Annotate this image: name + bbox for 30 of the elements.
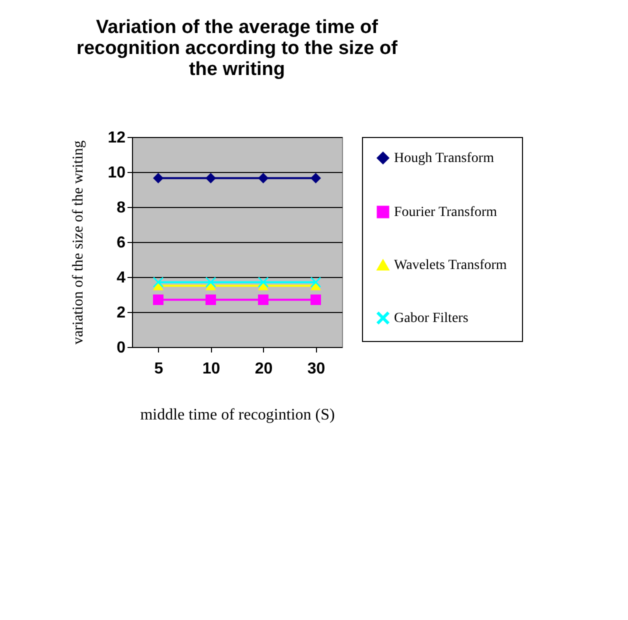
y-tick-label: 8 [116,200,126,216]
point [258,277,268,288]
point [206,294,216,305]
chart-title: Variation of the average time of recognition according to the size of the writing [76,17,398,80]
y-tick-label: 0 [116,340,126,356]
y-tick-label: 10 [108,164,126,182]
point [258,172,268,184]
point [153,294,164,305]
x-tick-label: 5 [154,360,164,378]
y-tick-label: 6 [116,234,126,252]
y-axis-title: variation of the size of the writing [70,140,87,345]
x-axis-title: middle time of recogintion (S) [140,406,335,424]
x-tick-label: 10 [202,360,220,378]
point [206,172,216,184]
legend-label: Gabor Filters [394,311,468,326]
point [153,172,164,184]
point [153,277,164,288]
x-tick-label: 30 [307,360,326,378]
y-tick-label: 12 [108,130,126,146]
point [310,172,321,184]
legend-label: Fourier Transform [394,205,498,220]
y-tick-label: 2 [116,304,126,322]
point [206,277,216,288]
y-tick-label: 4 [116,270,126,286]
legend-label: Hough Transform [394,151,494,166]
point [310,294,321,305]
point [310,277,321,288]
point [258,294,268,305]
x-tick-label: 20 [254,360,273,378]
legend-label: Wavelets Transform [394,258,507,273]
